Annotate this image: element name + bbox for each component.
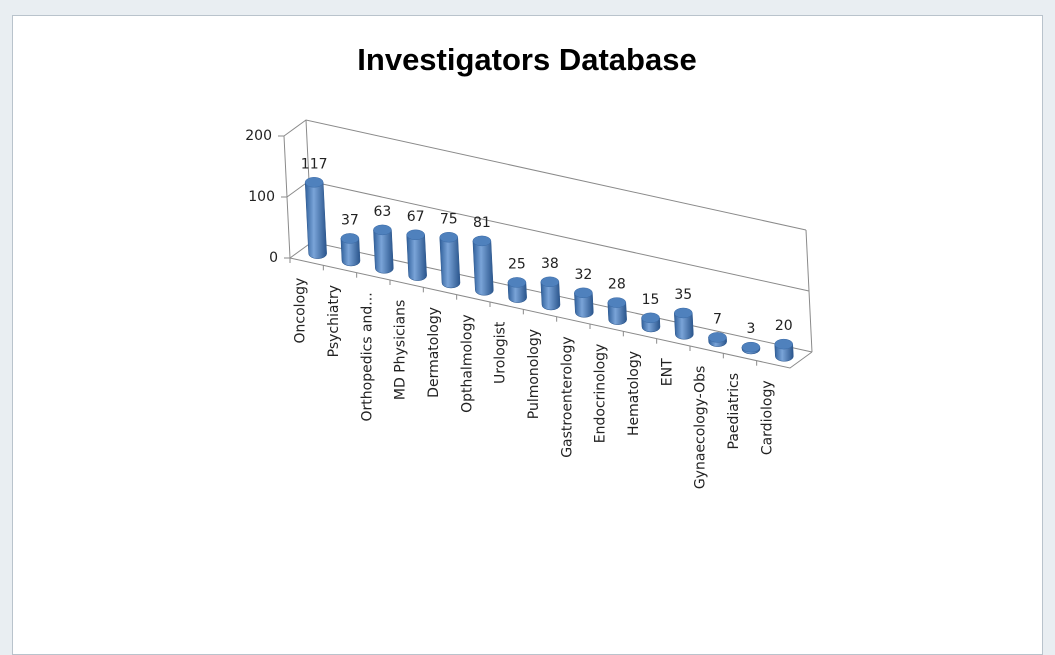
bar — [340, 238, 361, 267]
data-label: 25 — [508, 256, 526, 272]
bar-top — [574, 287, 593, 299]
bar-top — [708, 332, 727, 343]
bar-top — [406, 229, 425, 241]
x-tick-label: Psychiatry — [326, 285, 342, 357]
data-label: 117 — [301, 156, 328, 172]
data-label: 63 — [374, 204, 392, 220]
x-tick-label: Cardiology — [759, 380, 775, 455]
bar — [406, 234, 427, 281]
x-tick-label: Gynaecology-Obs — [693, 366, 709, 489]
x-tick-label: Pulmonology — [526, 329, 542, 419]
data-label: 7 — [713, 311, 722, 327]
y-tick-label: 200 — [245, 128, 272, 144]
bar — [674, 312, 694, 340]
grid-line — [283, 119, 807, 231]
bar — [472, 240, 494, 296]
bar-top — [304, 177, 324, 188]
x-tick-label: Dermatology — [426, 307, 442, 398]
chart-panel — [12, 15, 1043, 655]
x-tick-label: Urologist — [493, 321, 509, 384]
x-tick-label: Hematology — [626, 351, 642, 436]
bar-top — [741, 341, 761, 353]
x-tick-label: Endocrinology — [593, 344, 609, 444]
y-tick-label: 100 — [248, 189, 275, 205]
bar — [540, 281, 561, 311]
data-label: 75 — [440, 211, 458, 227]
data-label: 35 — [674, 287, 692, 303]
bar-top — [472, 235, 492, 247]
x-tick-label: Oncology — [293, 278, 309, 344]
data-label: 20 — [775, 318, 793, 334]
x-tick-label: MD Physicians — [393, 300, 409, 400]
bar — [607, 302, 627, 325]
data-label: 38 — [541, 256, 559, 272]
bar-top — [641, 312, 660, 324]
chart-title: Investigators Database — [357, 42, 696, 77]
data-label: 67 — [407, 209, 425, 225]
bar-top — [373, 224, 392, 236]
data-label: 32 — [574, 267, 592, 283]
x-tick-label: ENT — [659, 358, 675, 386]
x-tick-label: Gastroenterology — [559, 336, 575, 457]
bar — [373, 229, 394, 274]
data-label: 28 — [608, 277, 626, 293]
bar — [304, 182, 327, 259]
bar — [439, 237, 461, 289]
bar-top — [507, 277, 527, 288]
bar — [507, 282, 527, 303]
bar-top — [774, 338, 793, 350]
bar-top — [439, 232, 458, 243]
x-tick-label: Paediatrics — [726, 373, 742, 450]
x-tick-label: Orthopedics and... — [359, 292, 375, 421]
y-tick-label: 0 — [269, 250, 278, 266]
x-tick-label: Opthalmology — [459, 314, 475, 413]
bar-top — [340, 233, 360, 244]
data-label: 15 — [642, 292, 660, 308]
bar-top — [674, 307, 693, 319]
bar — [574, 292, 594, 318]
data-label: 37 — [341, 212, 359, 228]
data-label: 81 — [473, 215, 491, 231]
bar-top — [540, 276, 560, 288]
bar-top — [607, 297, 627, 308]
data-label: 3 — [746, 321, 755, 337]
